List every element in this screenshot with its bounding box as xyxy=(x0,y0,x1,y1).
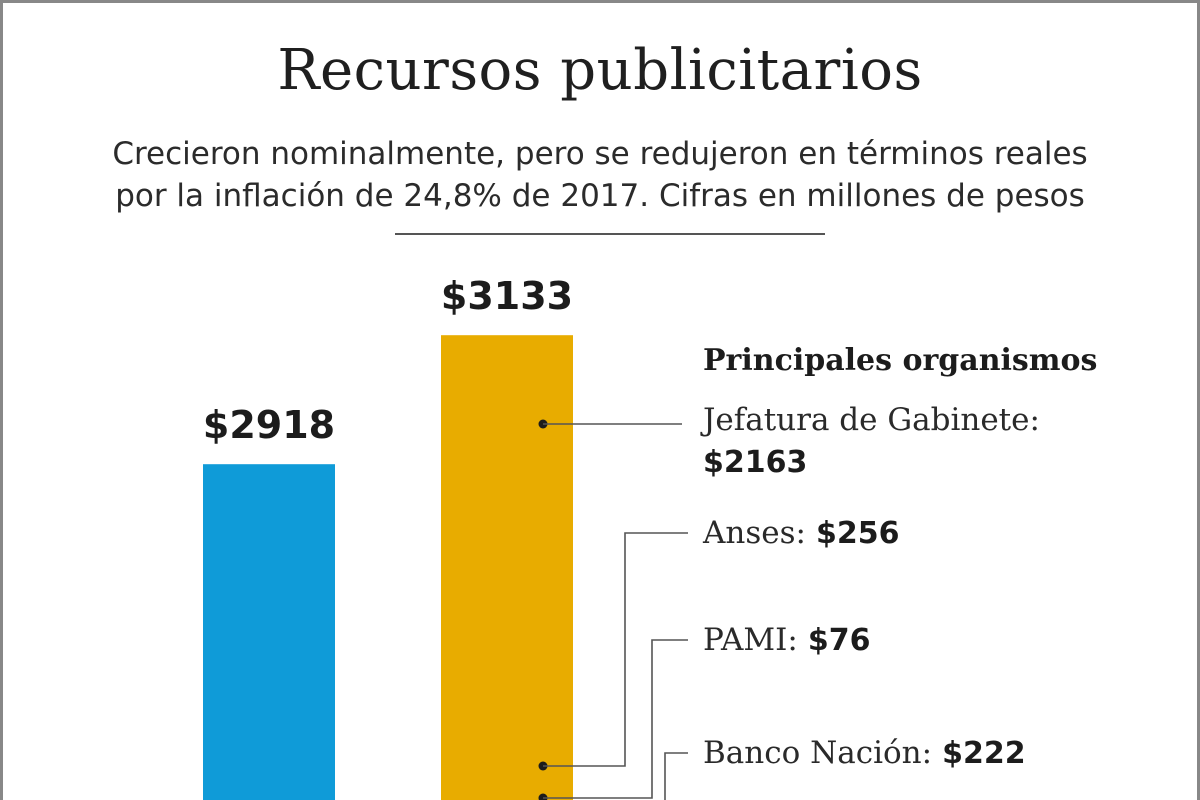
organism-value-1: $2163 xyxy=(703,445,807,480)
organism-name-2: Anses: xyxy=(702,515,806,551)
bar-value-label-1: $2918 xyxy=(203,403,335,447)
bar-1 xyxy=(203,464,335,800)
breakdown-title: Principales organismos xyxy=(703,343,1097,378)
bar-2 xyxy=(441,335,573,800)
bar-value-label-2: $3133 xyxy=(441,274,573,318)
title-divider xyxy=(395,233,825,235)
subtitle-line-2: por la inflación de 24,8% de 2017. Cifra… xyxy=(115,178,1085,214)
subtitle-line-1: Crecieron nominalmente, pero se redujero… xyxy=(112,136,1088,172)
organism-value-4: $222 xyxy=(942,736,1026,771)
leader-line-4 xyxy=(664,752,688,800)
leader-line-2 xyxy=(543,532,688,767)
organism-value-2: $256 xyxy=(816,516,900,551)
chart-subtitle: Crecieron nominalmente, pero se redujero… xyxy=(20,133,1180,217)
organism-name-3: PAMI: xyxy=(703,622,798,658)
organism-name-1: Jefatura de Gabinete: xyxy=(700,402,1040,438)
organism-name-4: Banco Nación: xyxy=(703,735,932,771)
chart-title: Recursos publicitarios xyxy=(277,38,923,103)
leader-line-3 xyxy=(543,639,688,799)
organism-value-3: $76 xyxy=(808,623,871,658)
